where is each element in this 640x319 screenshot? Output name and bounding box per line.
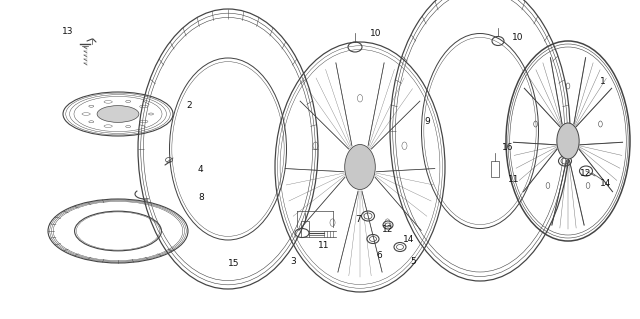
Text: 13: 13 bbox=[62, 26, 74, 35]
Text: 14: 14 bbox=[403, 235, 414, 244]
Text: 11: 11 bbox=[508, 174, 520, 183]
Text: 1: 1 bbox=[600, 77, 605, 85]
Text: 8: 8 bbox=[198, 194, 204, 203]
Ellipse shape bbox=[97, 106, 139, 122]
Text: 4: 4 bbox=[198, 166, 204, 174]
Text: 2: 2 bbox=[186, 101, 191, 110]
Text: 7: 7 bbox=[355, 214, 361, 224]
Text: 14: 14 bbox=[600, 179, 611, 188]
Ellipse shape bbox=[557, 123, 579, 159]
Text: 15: 15 bbox=[228, 259, 239, 269]
Text: 16: 16 bbox=[502, 143, 513, 152]
Text: 6: 6 bbox=[376, 251, 381, 261]
Text: 10: 10 bbox=[370, 29, 381, 39]
Text: 12: 12 bbox=[580, 169, 591, 179]
Text: 5: 5 bbox=[410, 257, 416, 266]
Text: 11: 11 bbox=[318, 241, 330, 250]
Ellipse shape bbox=[345, 145, 375, 189]
Text: 3: 3 bbox=[290, 256, 296, 265]
Text: 9: 9 bbox=[424, 117, 429, 127]
Text: 10: 10 bbox=[512, 33, 524, 41]
Text: 12: 12 bbox=[382, 225, 394, 234]
